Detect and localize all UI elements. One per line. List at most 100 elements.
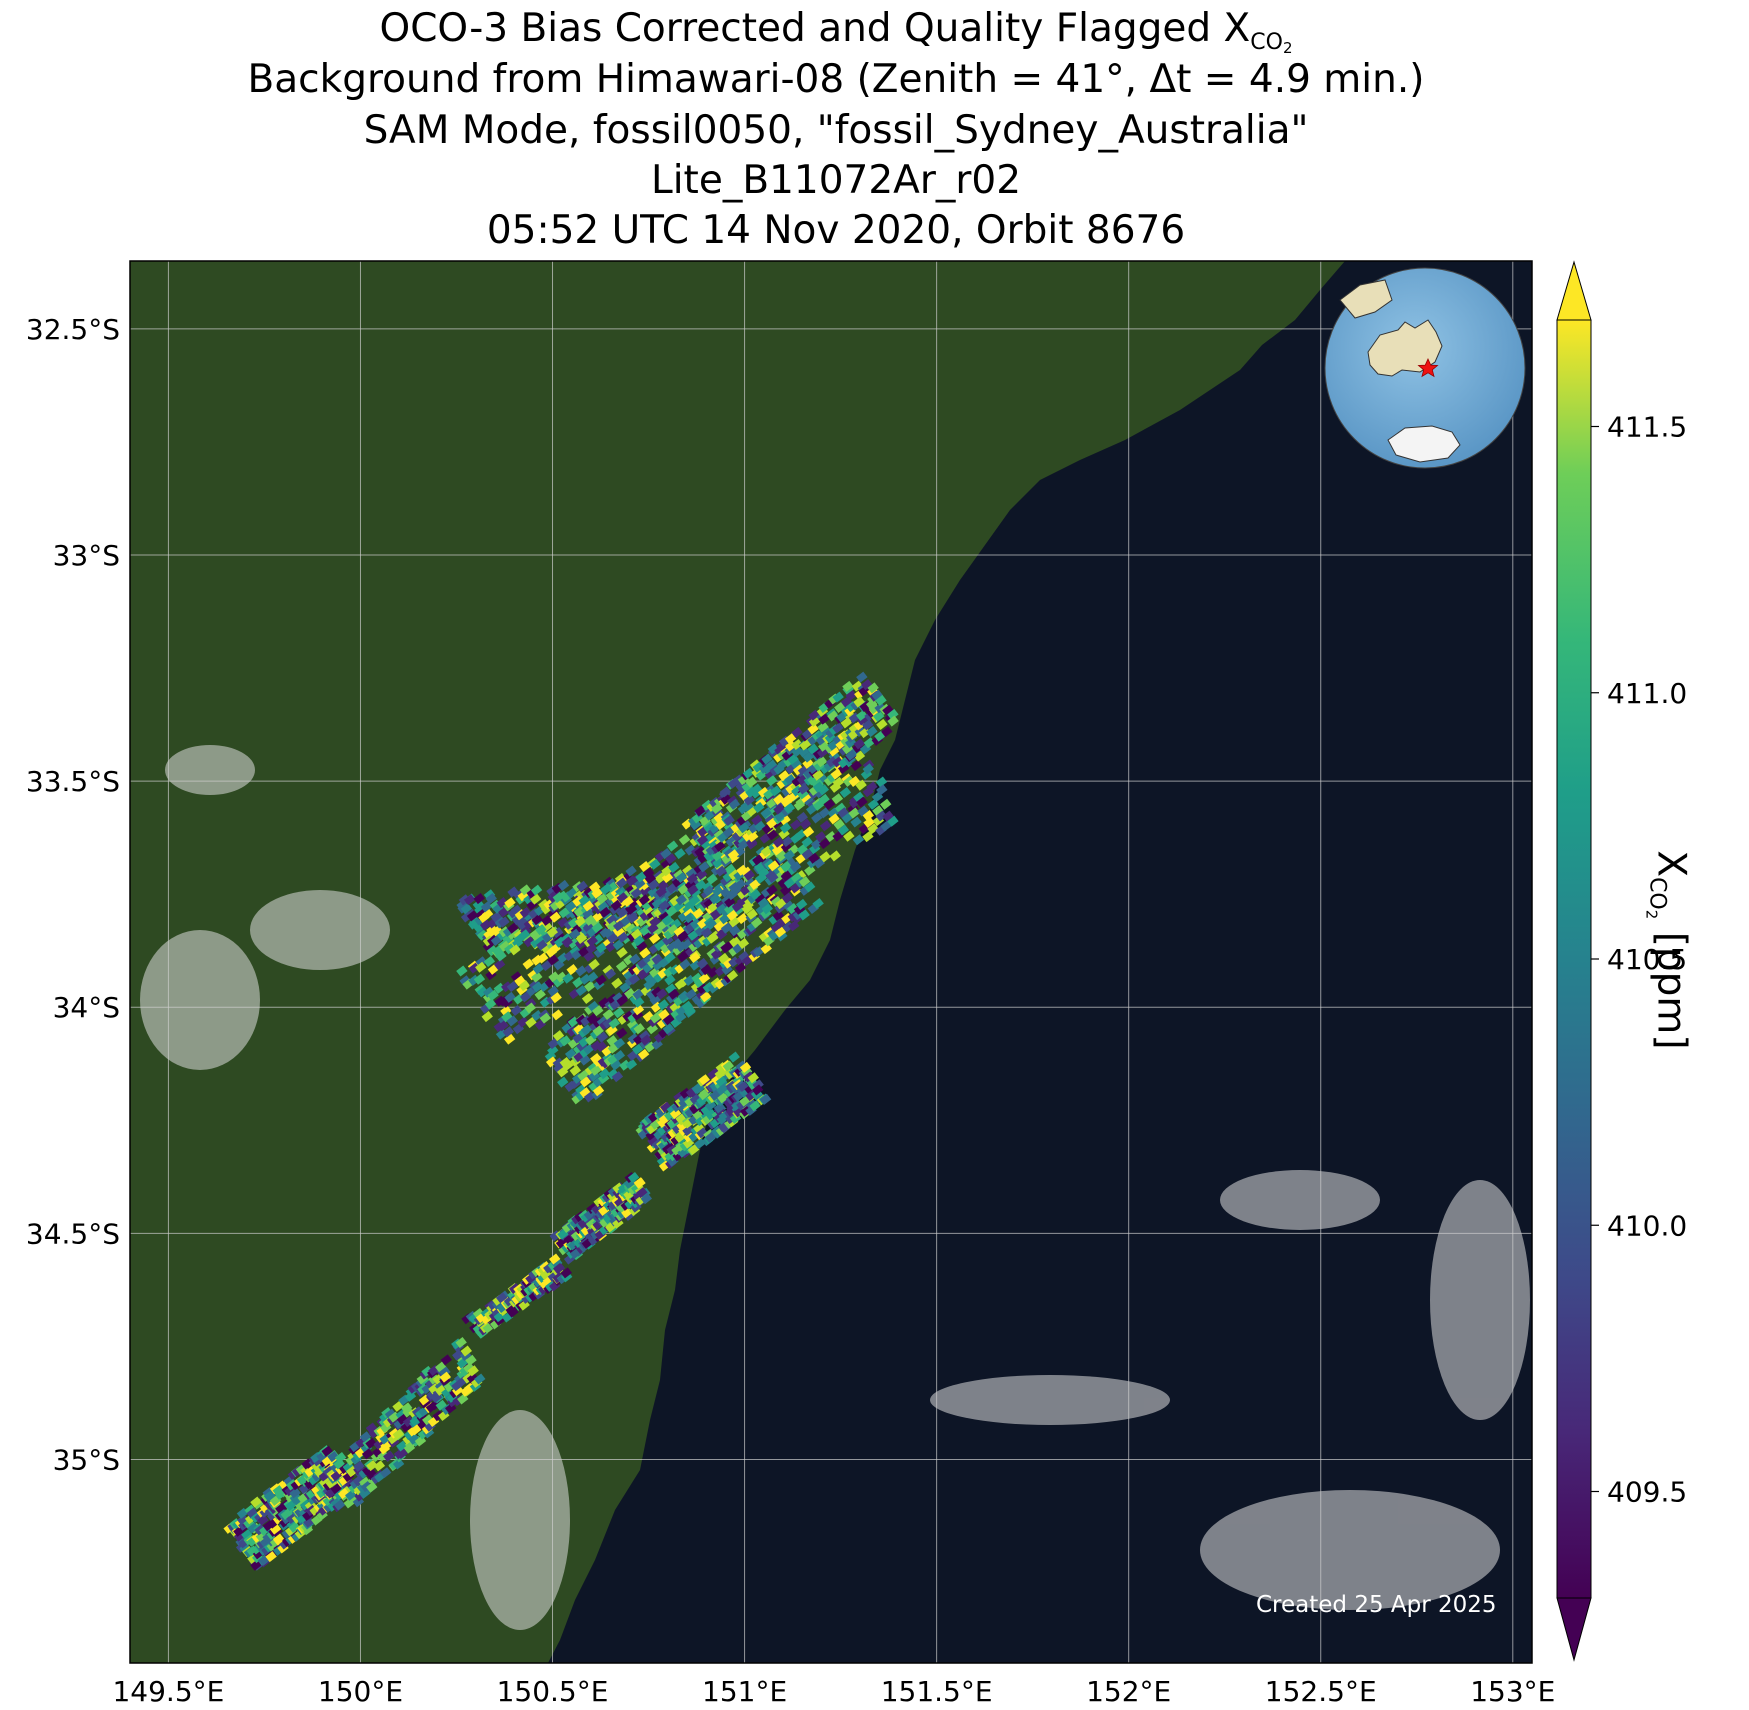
xco2-sounding-cell [873, 710, 885, 722]
xco2-sounding-cell [614, 927, 627, 939]
xco2-sounding-cell [566, 964, 578, 976]
xco2-sounding-cell [616, 947, 628, 959]
xco2-sounding-cell [257, 1514, 269, 1526]
xco2-sounding-cell [272, 1533, 285, 1545]
xco2-sounding-cell [818, 793, 830, 805]
xco2-sounding-cell [743, 869, 756, 881]
xco2-sounding-cell [761, 753, 773, 765]
xco2-sounding-cell [566, 887, 578, 899]
xco2-sounding-cell [729, 925, 741, 937]
asia-outline [1339, 279, 1393, 319]
xco2-sounding-cell [827, 807, 839, 819]
xco2-sounding-cell [610, 899, 622, 911]
xco2-sounding-cell [745, 776, 758, 788]
xco2-sounding-cell [578, 894, 591, 907]
xco2-sounding-cell [634, 1177, 646, 1189]
xco2-sounding-cell [833, 818, 845, 830]
xco2-sounding-cell [711, 802, 723, 814]
xco2-sounding-cell [675, 1011, 687, 1023]
xco2-sounding-cell [480, 901, 493, 913]
xco2-sounding-cell [591, 887, 603, 899]
xco2-sounding-cell [743, 794, 756, 806]
xco2-sounding-cell [495, 950, 507, 962]
xco2-sounding-cell [875, 810, 888, 822]
lat-tick-label: 34°S [53, 991, 120, 1024]
xco2-sounding-cell [499, 940, 511, 952]
xco2-sounding-cell [346, 1465, 358, 1477]
xco2-sounding-cell [564, 1048, 577, 1060]
xco2-sounding-cell [396, 1440, 408, 1452]
xco2-sounding-cell [633, 1023, 645, 1035]
xco2-sounding-cell [871, 689, 883, 701]
xco2-sounding-cell [736, 864, 748, 876]
xco2-sounding-cell [482, 986, 495, 998]
xco2-sounding-cell [457, 1393, 469, 1405]
xco2-sounding-cell [582, 922, 595, 934]
xco2-sounding-cell [696, 957, 709, 969]
xco2-sounding-cell [647, 879, 660, 891]
xco2-soundings [223, 671, 899, 1571]
xco2-sounding-cell [723, 814, 735, 826]
xco2-sounding-cell [815, 756, 828, 768]
xco2-sounding-cell [685, 988, 697, 1000]
xco2-sounding-cell [592, 1005, 604, 1017]
xco2-sounding-cell [866, 781, 878, 793]
colorbar-tick-label: 409.5 [1607, 1476, 1687, 1509]
xco2-sounding-cell [649, 994, 661, 1006]
xco2-sounding-cell [627, 1033, 640, 1045]
xco2-sounding-cell [760, 943, 772, 955]
xco2-sounding-cell [831, 756, 844, 768]
colorbar-extend-min [1556, 1597, 1592, 1662]
xco2-sounding-cell [572, 895, 584, 907]
xco2-sounding-cell [686, 873, 698, 885]
xco2-sounding-cell [882, 704, 894, 716]
xco2-sounding-cell [696, 917, 709, 929]
xco2-sounding-cell [832, 776, 844, 788]
xco2-sounding-cell [791, 738, 803, 750]
xco2-sounding-cell [476, 986, 489, 998]
xco2-sounding-cell [649, 858, 661, 870]
xco2-sounding-cell [421, 1365, 433, 1377]
xco2-sounding-cell [515, 916, 528, 928]
xco2-sounding-cell [709, 893, 721, 905]
xco2-sounding-cell [839, 786, 852, 799]
xco2-sounding-cell [736, 913, 749, 925]
xco2-sounding-cell [531, 981, 544, 993]
xco2-sounding-cell [440, 1354, 452, 1366]
xco2-sounding-cell [802, 757, 814, 769]
xco2-sounding-cell [647, 886, 659, 898]
xco2-sounding-cell [660, 1101, 672, 1113]
xco2-sounding-cell [645, 893, 657, 905]
xco2-sounding-cell [630, 887, 643, 899]
xco2-sounding-cell [852, 834, 865, 846]
xco2-sounding-cell [546, 926, 558, 938]
lat-tick-label: 34.5°S [26, 1217, 120, 1250]
xco2-sounding-cell [796, 811, 808, 823]
xco2-sounding-cell [784, 773, 796, 786]
xco2-sounding-cell [604, 968, 617, 980]
title-line-3: SAM Mode, fossil0050, "fossil_Sydney_Aus… [363, 108, 1309, 153]
xco2-sounding-cell [793, 799, 806, 811]
xco2-sounding-cell [498, 916, 510, 928]
xco2-sounding-cell [581, 992, 594, 1005]
xco2-sounding-cell [573, 1023, 585, 1035]
xco2-sounding-cell [545, 1056, 558, 1068]
xco2-sounding-cell [665, 905, 678, 917]
xco2-sounding-cell [506, 981, 519, 993]
xco2-sounding-cell [487, 989, 499, 1001]
xco2-sounding-cell [823, 798, 836, 810]
xco2-sounding-cell [685, 867, 698, 879]
xco2-sounding-cell [826, 756, 838, 768]
xco2-sounding-cell [476, 929, 489, 941]
xco2-sounding-cell [507, 886, 519, 898]
xco2-sounding-cell [671, 938, 683, 950]
xco2-sounding-cell [472, 899, 485, 911]
xco2-sounding-cell [530, 884, 543, 896]
xco2-sounding-cell [654, 939, 666, 951]
xco2-sounding-cell [711, 850, 724, 862]
basemap [130, 261, 1532, 1663]
xco2-sounding-cell [435, 1361, 447, 1373]
xco2-sounding-cell [468, 962, 480, 974]
xco2-sounding-cell [699, 991, 712, 1003]
xco2-sounding-cell [531, 971, 543, 983]
